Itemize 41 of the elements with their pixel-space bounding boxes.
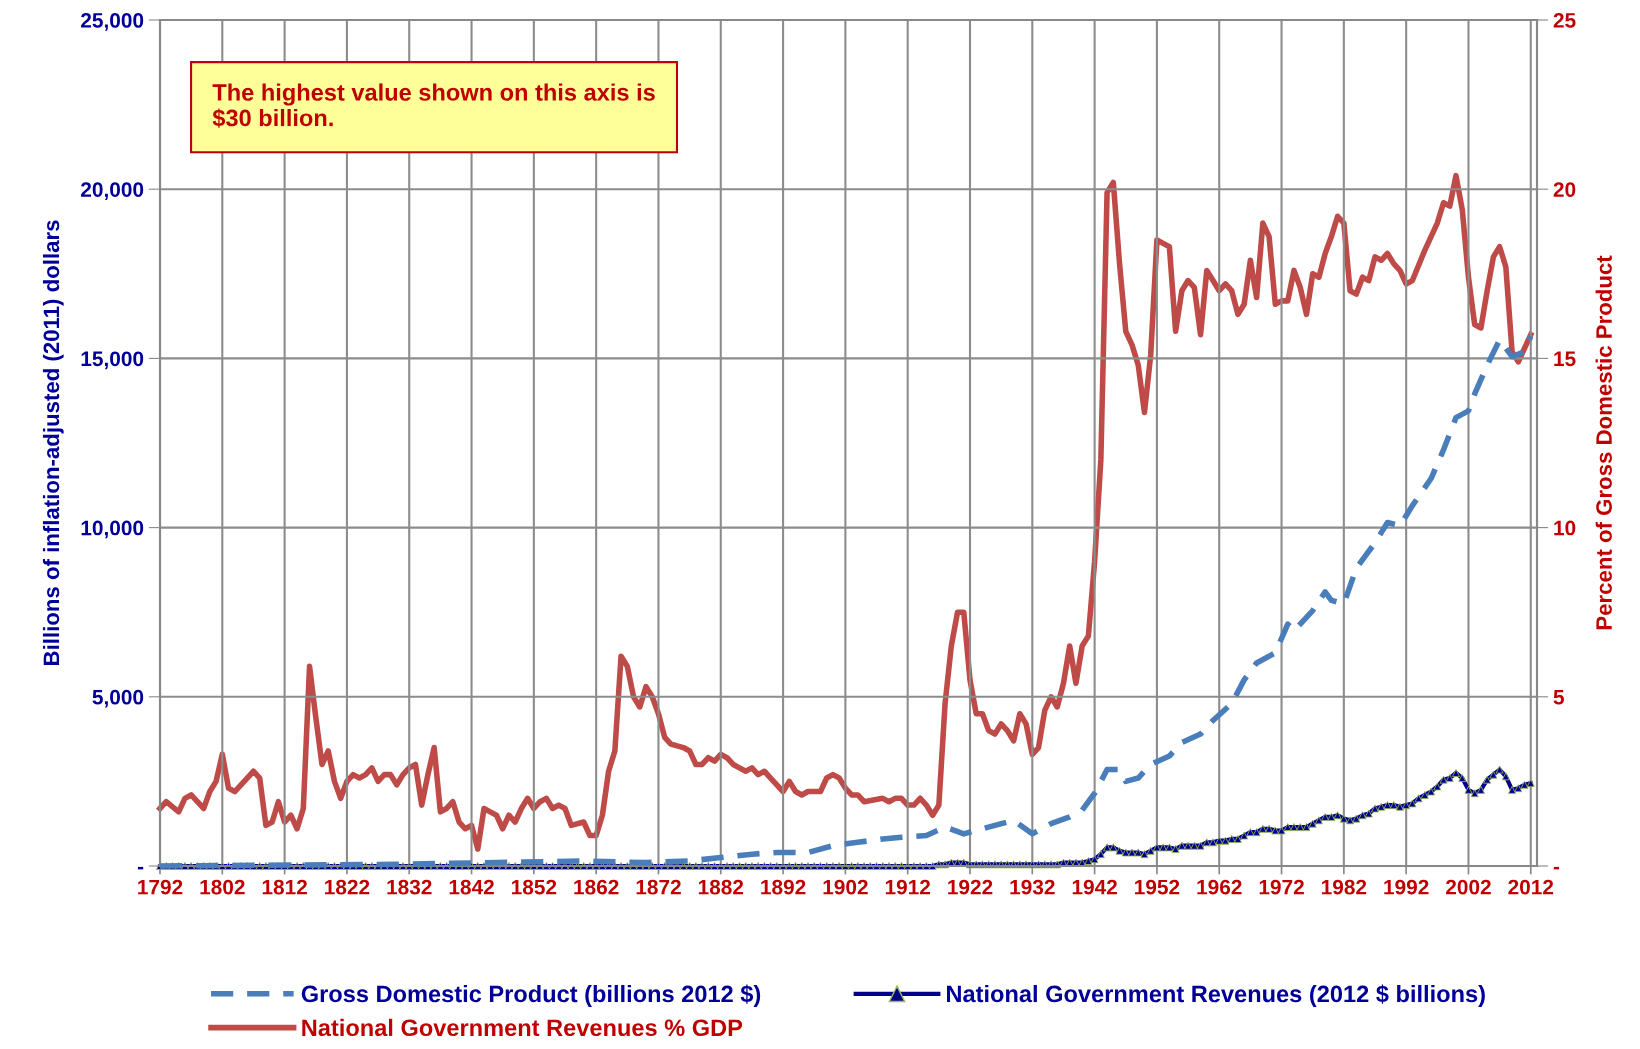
y2-tick-label: 10 [1554,520,1576,536]
x-tick-label: 1982 [1321,879,1367,895]
x-tick-label: 1802 [200,879,245,895]
y2-tick-label: 25 [1553,13,1576,28]
y-axis-title: Billions of inflation-adjusted (2011) dollars [42,220,64,665]
x-tick-label: 1882 [698,879,744,895]
y-tick-label: 5,000 [92,689,144,708]
y2-tick-label: 5 [1553,690,1564,705]
x-tick-label: 2002 [1446,879,1491,895]
x-tick-label: 1822 [325,879,370,895]
legend-label: National Government Revenues (2012 $ billions) [947,984,1485,1007]
y2-axis-title: Percent of Gross Domestic Product [1595,255,1612,630]
x-tick-label: 1812 [262,879,307,895]
legend-label: National Government Revenues % GDP [302,1018,743,1037]
y2-tick-label: 20 [1553,182,1576,197]
x-tick-label: 1952 [1135,879,1180,895]
x-tick-label: 1832 [387,879,432,895]
annotation: The highest value shown on this axis is $30 billion. [212,83,655,128]
x-tick-label: 1902 [823,879,868,895]
y-tick-label: 10,000 [81,520,144,539]
y-tick-label: 20,000 [81,182,144,200]
x-tick-label: 1942 [1072,879,1117,895]
x-tick-label: 1972 [1259,879,1304,895]
x-tick-label: 1912 [885,879,931,895]
x-tick-label: 2012 [1508,879,1554,895]
x-tick-label: 1862 [574,879,619,895]
x-tick-label: 1992 [1384,879,1429,895]
x-tick-label: 1932 [1010,879,1055,895]
y2-tick-label: 15 [1554,351,1576,367]
x-tick-label: 1792 [138,879,183,895]
y-tick-label: - [137,866,144,870]
x-tick-label: 1922 [948,879,993,895]
x-tick-label: 1962 [1197,879,1242,895]
x-tick-label: 1892 [761,879,806,895]
y-tick-label: 25,000 [81,13,144,31]
x-tick-label: 1842 [449,879,494,895]
x-tick-label: 1852 [511,879,557,895]
x-tick-label: 1872 [636,879,681,895]
y2-tick-label: - [1553,866,1560,870]
y-tick-label: 15,000 [81,351,144,370]
legend-label: Gross Domestic Product (billions 2012 $) [301,984,761,1007]
